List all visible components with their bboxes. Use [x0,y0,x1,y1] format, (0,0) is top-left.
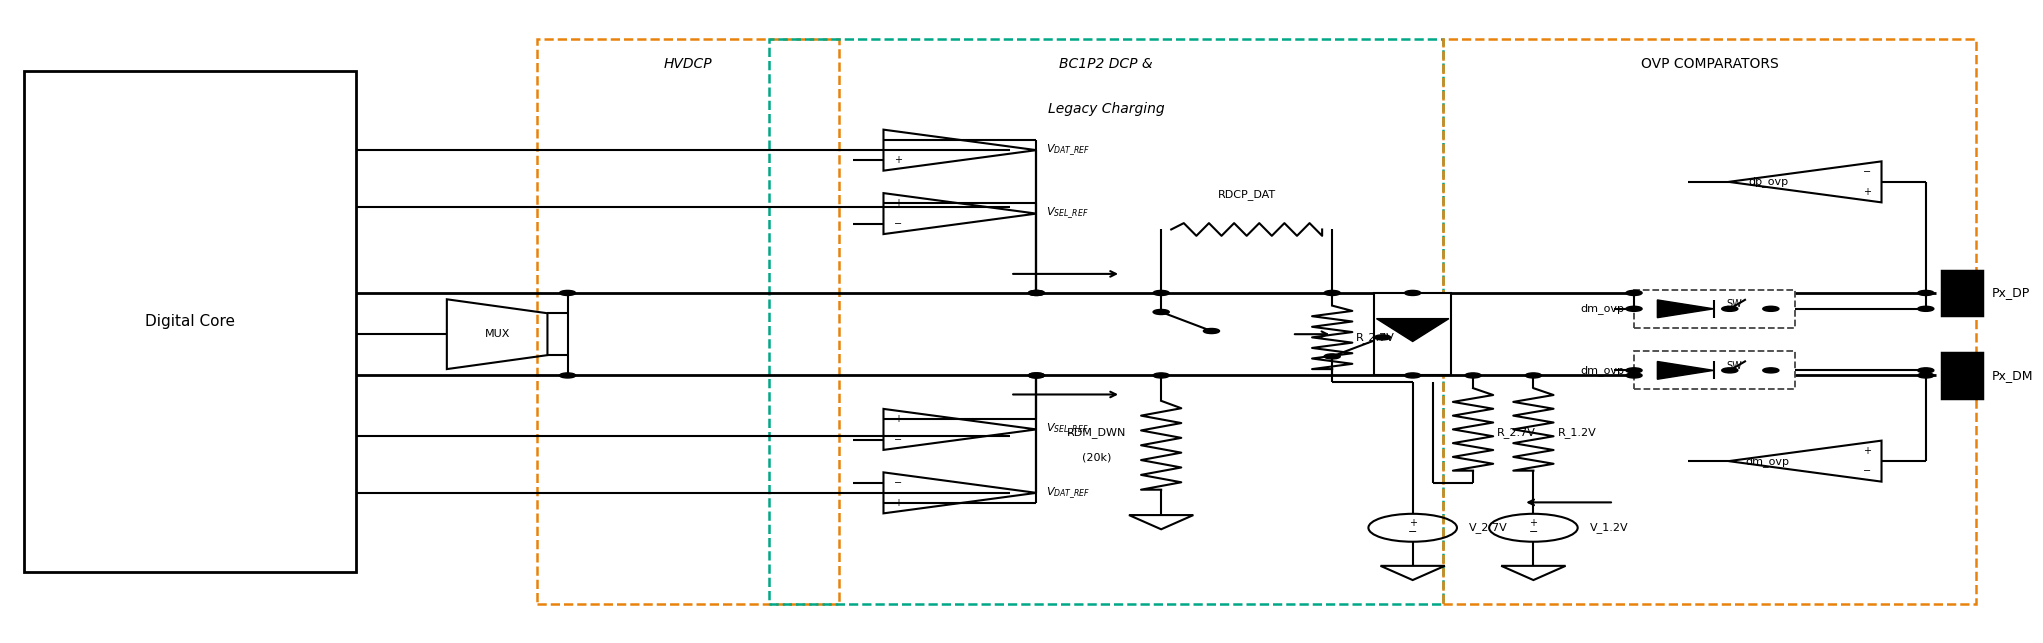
Circle shape [1763,306,1779,311]
Bar [1943,353,1982,397]
Circle shape [1626,373,1643,378]
Text: RDCP_DAT: RDCP_DAT [1218,189,1275,200]
Circle shape [1526,373,1542,378]
Text: −: − [893,478,901,488]
Text: OVP COMPARATORS: OVP COMPARATORS [1641,57,1777,71]
Circle shape [1626,291,1643,296]
Circle shape [560,291,576,296]
Text: −: − [893,435,901,444]
Circle shape [1918,306,1935,311]
Circle shape [1918,291,1935,296]
Polygon shape [1657,361,1714,379]
Text: MUX: MUX [484,329,511,340]
Circle shape [1406,373,1420,378]
Circle shape [1375,335,1391,340]
Circle shape [1626,306,1643,311]
Text: Px_DP: Px_DP [1992,286,2031,300]
Circle shape [1722,368,1739,373]
Circle shape [1152,373,1169,378]
Text: $V_{SEL\_REF}$: $V_{SEL\_REF}$ [1046,206,1089,221]
Circle shape [1406,291,1420,296]
Bar [768,39,1442,604]
Circle shape [1028,373,1044,378]
Text: $V_{SEL\_REF}$: $V_{SEL\_REF}$ [1046,422,1089,437]
Bar [25,71,355,572]
Text: HVDCP: HVDCP [664,57,713,71]
Text: RDM_DWN: RDM_DWN [1066,427,1126,438]
Circle shape [1152,291,1169,296]
Text: Digital Core: Digital Core [145,314,235,329]
Circle shape [1028,291,1044,296]
Text: +: + [1863,187,1871,197]
Text: dp_ovp: dp_ovp [1749,176,1790,187]
Bar [537,39,840,604]
Circle shape [1203,329,1220,334]
Text: V_2.7V: V_2.7V [1469,522,1508,533]
Text: +: + [1410,518,1416,529]
Circle shape [560,373,576,378]
Text: +: + [893,199,901,208]
Text: −: − [1528,527,1538,537]
Text: −: − [893,219,901,229]
Text: R_2.7V: R_2.7V [1498,427,1536,438]
Bar [1442,39,1976,604]
Circle shape [1722,306,1739,311]
Circle shape [1918,368,1935,373]
Circle shape [1324,291,1340,296]
Text: $V_{DAT\_REF}$: $V_{DAT\_REF}$ [1046,142,1091,158]
Text: −: − [1863,466,1871,476]
Circle shape [1763,368,1779,373]
Circle shape [1465,373,1481,378]
Text: +: + [893,498,901,508]
Text: V_1.2V: V_1.2V [1589,522,1628,533]
Text: +: + [1530,518,1538,529]
Circle shape [1918,373,1935,378]
Text: dm_ovp: dm_ovp [1745,456,1790,467]
Text: (20k): (20k) [1083,453,1111,463]
Text: +: + [893,414,901,424]
Circle shape [1152,309,1169,314]
Text: +: + [893,155,901,165]
Text: +: + [1863,446,1871,456]
Text: −: − [1408,527,1418,537]
Bar [1375,293,1451,376]
Text: SW: SW [1726,299,1743,309]
Circle shape [1028,373,1044,378]
Text: Px_DM: Px_DM [1992,369,2033,382]
Circle shape [1626,368,1643,373]
Text: dm_ovp: dm_ovp [1579,303,1624,314]
Text: −: − [1863,167,1871,177]
Polygon shape [1657,300,1714,318]
Text: R_2.7V: R_2.7V [1357,332,1395,343]
Text: dm_ovp: dm_ovp [1579,365,1624,376]
Text: $V_{DAT\_REF}$: $V_{DAT\_REF}$ [1046,485,1091,501]
Text: −: − [893,135,901,145]
Bar [1634,351,1796,390]
Circle shape [1324,354,1340,359]
Bar [1634,290,1796,328]
Bar [1943,271,1982,315]
Circle shape [1028,291,1044,296]
Text: BC1P2 DCP &: BC1P2 DCP & [1058,57,1152,71]
Polygon shape [1377,319,1448,341]
Text: SW: SW [1726,361,1743,371]
Text: Legacy Charging: Legacy Charging [1048,102,1165,116]
Text: R_1.2V: R_1.2V [1557,427,1596,438]
